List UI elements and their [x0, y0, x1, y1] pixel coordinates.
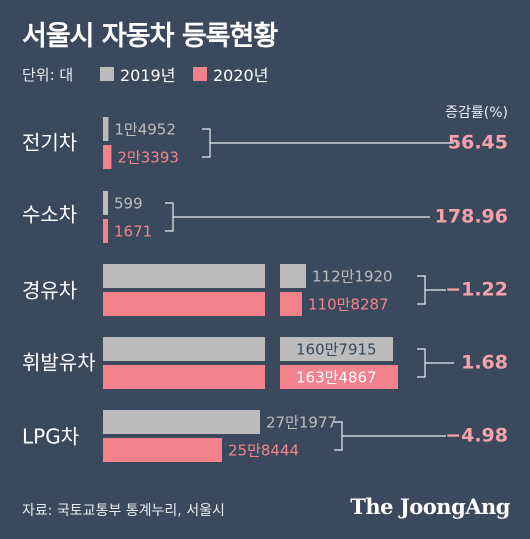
brand-logo: The JoongAng — [350, 494, 510, 519]
bar-2020-0 — [103, 145, 112, 169]
source-note: 자료: 국토교통부 통계누리, 서울시 — [22, 503, 225, 519]
change-rate-3: 1.68 — [461, 352, 508, 374]
bracket-4 — [334, 421, 446, 451]
bar-2020-3-b — [280, 365, 398, 389]
legend-item-2019: 2019년 — [100, 62, 175, 86]
bar-2019-3-b — [280, 337, 393, 361]
value-label-2019-4: 27만1977 — [266, 414, 337, 432]
bar-2019-2-b — [280, 264, 306, 288]
unit-label: 단위: 대 — [22, 66, 74, 84]
chart-title: 서울시 자동차 등록현황 — [22, 21, 278, 52]
bar-2019-1 — [103, 191, 108, 215]
legend-swatch-2019 — [100, 67, 114, 81]
value-label-2020-4: 25만8444 — [228, 442, 299, 460]
bar-2020-2 — [103, 292, 265, 316]
value-label-2020-0: 2만3393 — [117, 149, 179, 167]
value-label-2020-1: 1671 — [114, 223, 152, 241]
category-label-2: 경유차 — [22, 279, 77, 303]
bracket-1 — [165, 202, 430, 232]
value-label-2020-2: 110만8287 — [308, 296, 389, 314]
bar-2020-3 — [103, 365, 265, 389]
legend-label-2019: 2019년 — [120, 66, 176, 85]
bar-2019-2 — [103, 264, 265, 288]
change-rate-0: 56.45 — [448, 132, 508, 154]
bracket-0 — [202, 128, 454, 158]
legend-item-2020: 2020년 — [193, 62, 268, 86]
category-label-3: 휘발유차 — [22, 351, 96, 375]
bar-2020-2-b — [280, 292, 302, 316]
value-label-2020-3: 163만4867 — [296, 369, 377, 387]
legend-swatch-2020 — [193, 67, 207, 81]
bar-2020-1 — [103, 219, 108, 243]
bar-2019-4 — [103, 410, 260, 434]
bracket-2 — [417, 275, 446, 305]
bracket-3 — [417, 348, 454, 378]
bar-2020-4 — [103, 438, 222, 462]
category-label-1: 수소차 — [22, 203, 77, 227]
value-label-2019-0: 1만4952 — [114, 121, 176, 139]
value-label-2019-3: 160만7915 — [296, 341, 377, 359]
change-rate-header: 증감률(%) — [445, 105, 508, 121]
legend-label-2020: 2020년 — [213, 66, 269, 85]
category-label-0: 전기차 — [22, 131, 77, 155]
value-label-2019-2: 112만1920 — [312, 268, 393, 286]
change-rate-1: 178.96 — [435, 206, 508, 228]
value-label-2019-1: 599 — [114, 195, 143, 213]
change-rate-4: −4.98 — [445, 425, 508, 447]
bar-2019-0 — [103, 117, 109, 141]
change-rate-2: −1.22 — [445, 279, 508, 301]
bar-2019-3 — [103, 337, 265, 361]
category-label-4: LPG차 — [22, 425, 79, 449]
